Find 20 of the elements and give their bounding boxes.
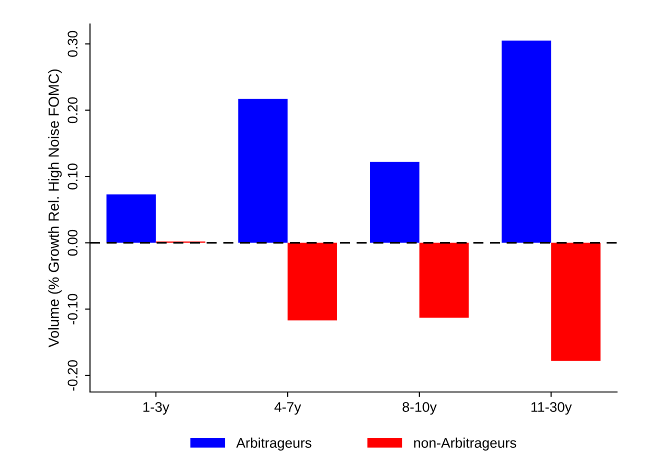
legend-label: Arbitrageurs [236,438,312,451]
legend-label: non-Arbitrageurs [414,438,516,451]
bar [370,162,420,243]
y-tick-label: 0.20 [68,97,78,124]
x-tick-label: 4-7y [274,402,302,415]
x-tick-label: 11-30y [531,402,572,415]
bar [106,194,156,243]
y-tick-label: -0.10 [68,294,78,324]
x-tick-label: 8-10y [402,402,437,415]
bar [502,40,552,243]
y-tick-label: -0.20 [68,360,78,391]
bar [551,242,601,361]
y-tick-label: 0.10 [68,164,78,190]
bar [419,242,469,318]
bar [238,98,288,243]
y-tick-label: 0.30 [68,30,78,57]
bar [288,242,338,320]
y-tick-label: 0.00 [68,230,78,256]
x-tick-label: 1-3y [143,402,170,415]
y-axis-title: Volume (% Growth Rel. High Noise FOMC) [48,70,62,348]
